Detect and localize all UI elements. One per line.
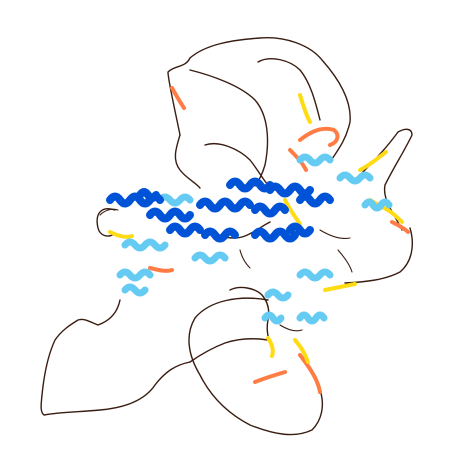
top-inner-loop [189,69,269,187]
top-right-loop [257,58,321,121]
orange-segment-right [390,220,410,234]
helix-upper [296,153,334,167]
helix-lower-2 [264,288,292,302]
orange-segment-left [148,266,174,273]
light-blue-helices [116,153,393,325]
yellow-segments [108,93,404,364]
orange-segment-bottom [298,353,322,394]
helix-core-5 [226,177,274,193]
helix-core-9 [251,227,299,243]
bottom-loop [189,338,269,363]
helix-core-top [156,193,194,207]
orange-segment-lower [253,370,287,384]
top-loop [167,37,351,163]
helix-lower-3 [296,311,328,325]
helix-mid-lower [191,251,229,265]
upper-mid-loop [204,143,269,186]
right-long-loop [344,227,413,284]
yellow-segment-bottom-a [293,338,310,364]
yellow-segment-lower-right [323,282,357,292]
yellow-segment-mid [283,198,302,226]
helix-core-10 [286,222,314,238]
helix-core-12 [136,188,160,202]
lower-mid-loop [229,286,273,346]
yellow-segment-left [108,230,134,239]
orange-segment-top [170,86,186,110]
helix-left-1 [121,238,169,252]
helix-core-11 [201,227,239,243]
helix-left-3 [121,283,149,297]
helix-core-4 [196,197,254,213]
helix-right-2 [361,198,393,212]
upper-left-loop [174,134,201,189]
helix-core-8 [296,192,334,208]
right-loop [354,128,413,231]
orange-segment-helix-top [298,126,340,147]
dark-blue-helices [106,177,334,243]
helix-left-2 [116,268,154,282]
left-lower-loop [40,299,191,416]
yellow-segment-right-a [358,150,388,172]
helix-core-2 [146,207,194,223]
helix-lower-1 [296,268,334,282]
orange-segments [148,86,410,394]
bottom-big-loop [188,297,324,436]
left-curl [96,208,116,237]
detail-coils [99,208,353,332]
helix-core-3 [166,222,204,238]
yellow-segment-top [298,93,312,124]
yellow-segment-bottom-b [266,336,275,358]
helix-lower-4 [261,311,285,325]
helix-right-1 [336,171,374,185]
coil-loops [40,37,413,436]
helix-core-6 [251,202,289,218]
